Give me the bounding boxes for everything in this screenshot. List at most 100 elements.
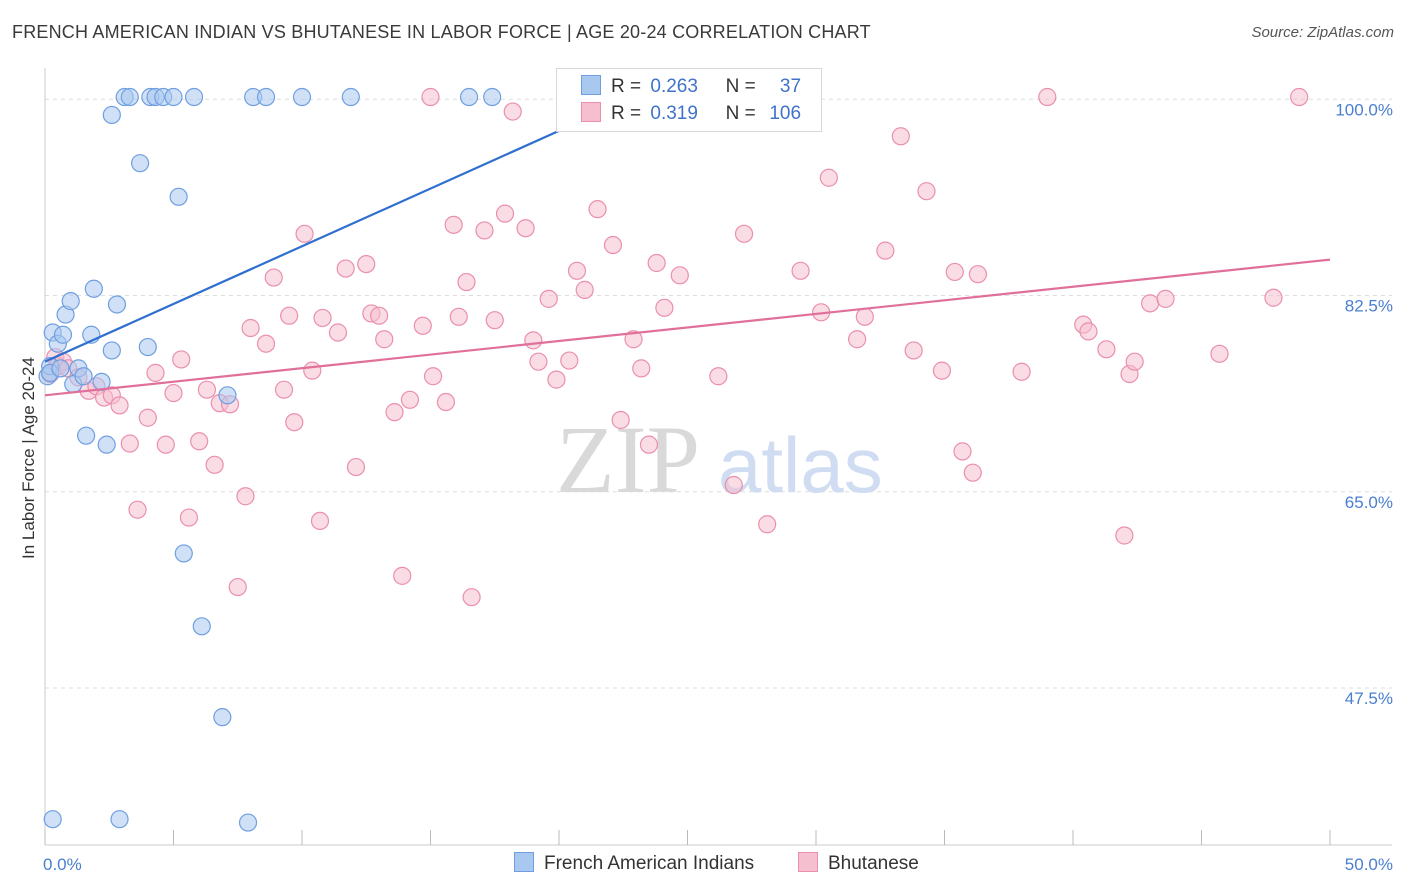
french-american-indians-point xyxy=(61,292,80,311)
series-french-american-indians-points xyxy=(38,87,502,832)
bhutanese-point xyxy=(917,182,936,201)
bhutanese-point xyxy=(328,323,348,342)
bhutanese-point xyxy=(1125,352,1144,371)
bhutanese-point xyxy=(639,435,659,454)
legend-swatch-blue xyxy=(581,75,601,95)
french-american-indians-point xyxy=(459,87,479,107)
french-american-indians-point xyxy=(218,386,237,405)
bhutanese-point xyxy=(346,457,366,477)
bhutanese-point xyxy=(611,410,630,430)
trend-line-bhutanese xyxy=(44,258,1331,397)
french-american-indians-point xyxy=(213,708,232,727)
series-bhutanese-points xyxy=(41,87,1309,607)
bhutanese-point xyxy=(1038,87,1057,107)
bhutanese-point xyxy=(1012,362,1031,381)
bhutanese-point xyxy=(413,316,432,335)
bhutanese-point xyxy=(179,508,199,527)
french-american-indians-point xyxy=(238,813,258,832)
bhutanese-point xyxy=(968,265,988,284)
bhutanese-point xyxy=(423,367,443,386)
legend-swatch-blue xyxy=(514,852,534,872)
bhutanese-point xyxy=(164,383,183,403)
bhutanese-point xyxy=(457,272,476,292)
bhutanese-point xyxy=(475,221,494,240)
bhutanese-point xyxy=(734,224,754,243)
french-american-indians-point xyxy=(130,154,150,173)
french-american-indians-point xyxy=(256,87,276,107)
bhutanese-point xyxy=(670,266,689,285)
bhutanese-point xyxy=(724,475,743,495)
watermark-atlas: atlas xyxy=(718,421,883,509)
bhutanese-point xyxy=(1210,344,1229,363)
french-american-indians-point xyxy=(192,617,211,636)
french-american-indians-point xyxy=(102,341,121,360)
bhutanese-point xyxy=(1156,289,1175,308)
bhutanese-point xyxy=(241,318,260,338)
french-american-indians-point xyxy=(51,359,70,378)
legend-swatch-pink xyxy=(798,852,818,872)
x-tick-label-min: 0.0% xyxy=(43,855,82,874)
legend-item-bhutanese: Bhutanese xyxy=(798,852,919,875)
bhutanese-point xyxy=(400,390,420,409)
french-american-indians-point xyxy=(97,435,116,454)
bhutanese-point xyxy=(524,331,543,350)
legend-row-bhutanese: R = 0.319 N = 106 xyxy=(581,102,801,126)
bhutanese-point xyxy=(375,330,394,349)
french-american-indians-point xyxy=(102,105,121,125)
bhutanese-point xyxy=(1290,87,1309,107)
french-american-indians-point xyxy=(74,367,93,386)
y-axis-label: In Labor Force | Age 20-24 xyxy=(19,357,38,559)
bhutanese-point xyxy=(146,363,165,382)
bhutanese-point xyxy=(855,307,874,326)
n-value: 106 xyxy=(769,103,802,124)
axes xyxy=(44,68,1392,846)
bhutanese-point xyxy=(1140,294,1160,313)
bhutanese-point xyxy=(588,200,607,219)
correlation-legend: R = 0.263 N = 37 R = 0.319 N = 106 xyxy=(556,68,822,132)
french-american-indians-point xyxy=(110,810,129,829)
bhutanese-point xyxy=(274,380,294,399)
bhutanese-point xyxy=(264,268,283,287)
french-american-indians-point xyxy=(164,87,183,107)
bhutanese-point xyxy=(205,455,224,474)
bhutanese-point xyxy=(567,261,587,280)
bhutanese-point xyxy=(285,413,304,432)
bhutanese-point xyxy=(370,306,389,325)
french-american-indians-point xyxy=(77,426,96,445)
bhutanese-point xyxy=(1097,340,1116,359)
bhutanese-point xyxy=(310,511,330,531)
bhutanese-point xyxy=(256,334,276,353)
bhutanese-point xyxy=(891,127,910,146)
bhutanese-point xyxy=(503,102,522,121)
bhutanese-point xyxy=(963,463,982,482)
bhutanese-point xyxy=(436,392,456,412)
french-american-indians-point xyxy=(120,87,139,107)
bhutanese-point xyxy=(138,408,157,427)
bhutanese-point xyxy=(516,219,535,238)
french-american-indians-point xyxy=(341,87,360,107)
french-american-indians-point xyxy=(174,544,193,563)
bhutanese-point xyxy=(228,577,247,597)
bhutanese-point xyxy=(190,432,209,451)
french-american-indians-point xyxy=(84,279,103,298)
bhutanese-point xyxy=(560,351,579,370)
bhutanese-point xyxy=(575,280,594,299)
bhutanese-point xyxy=(819,168,838,187)
bhutanese-point xyxy=(848,330,867,349)
chart-title: FRENCH AMERICAN INDIAN VS BHUTANESE IN L… xyxy=(12,22,871,42)
french-american-indians-point xyxy=(292,87,312,107)
bhutanese-point xyxy=(120,434,139,453)
bhutanese-point xyxy=(236,487,255,506)
french-american-indians-point xyxy=(43,810,62,829)
n-value: 37 xyxy=(779,76,802,97)
bhutanese-point xyxy=(876,241,895,260)
bhutanese-point xyxy=(385,403,404,422)
bhutanese-point xyxy=(603,235,623,255)
bhutanese-point xyxy=(647,253,666,273)
bhutanese-point xyxy=(655,298,674,317)
y-tick-labels: 47.5% 65.0% 82.5% 100.0% xyxy=(1335,100,1393,708)
french-american-indians-point xyxy=(138,337,157,357)
bhutanese-point xyxy=(547,370,566,389)
french-american-indians-point xyxy=(483,87,502,107)
